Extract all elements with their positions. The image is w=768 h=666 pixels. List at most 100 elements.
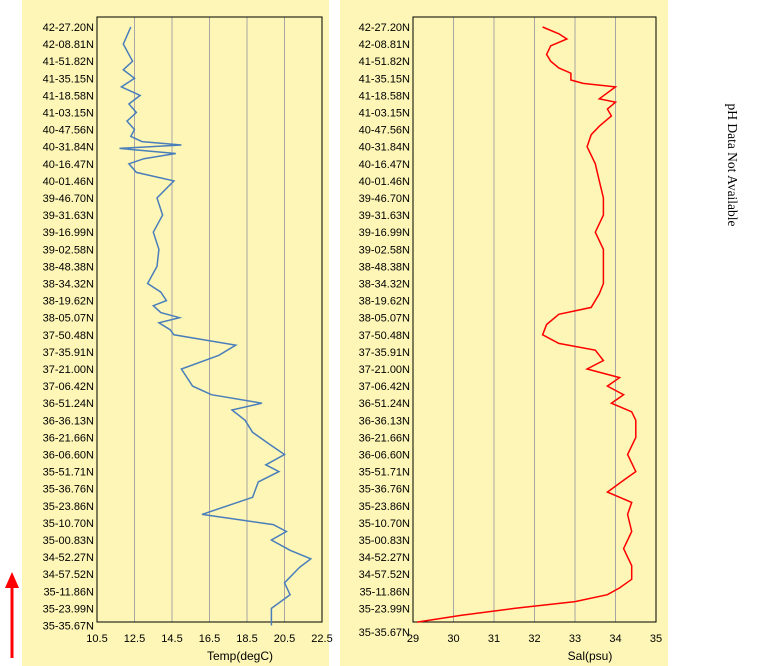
temp-y-tick-label: 38-48.38N: [43, 261, 94, 273]
temp-y-tick-label: 35-11.86N: [43, 586, 94, 598]
sal-y-tick-label: 35-51.71N: [359, 467, 410, 479]
sal-x-tick-label: 35: [650, 633, 662, 645]
sal-x-tick-label: 31: [488, 633, 500, 645]
sal-y-tick-label: 37-35.91N: [359, 347, 410, 359]
temp-y-tick-label: 42-27.20N: [43, 22, 94, 34]
temp-y-tick-label: 37-06.42N: [43, 381, 94, 393]
temp-y-tick-label: 39-46.70N: [43, 193, 94, 205]
sal-y-tick-label: 36-36.13N: [359, 415, 410, 427]
temp-y-tick-label: 35-23.86N: [43, 501, 94, 513]
sal-y-tick-label: 39-02.58N: [359, 244, 410, 256]
direction-arrow-icon: [5, 572, 19, 658]
temp-y-tick-label: 41-18.58N: [43, 90, 94, 102]
temp-y-tick-label: 38-19.62N: [43, 296, 94, 308]
sal-y-tick-label: 39-46.70N: [359, 193, 410, 205]
temp-y-tick-label: 36-36.13N: [43, 415, 94, 427]
sal-x-tick-label: 33: [569, 633, 581, 645]
sal-y-tick-label: 42-08.81N: [359, 39, 410, 51]
sal-y-tick-label: 38-19.62N: [359, 296, 410, 308]
salinity-y-tick-labels: 42-27.20N 42-08.81N 41-51.82N 41-35.15N 41-1…: [359, 22, 410, 639]
sal-y-tick-label: 39-31.63N: [359, 210, 410, 222]
sal-y-tick-label: 36-21.66N: [359, 432, 410, 444]
temp-x-tick-label: 18.5: [236, 633, 257, 645]
temp-y-tick-label: 36-21.66N: [43, 432, 94, 444]
sal-y-tick-label: 38-48.38N: [359, 261, 410, 273]
temp-y-tick-label: 36-06.60N: [43, 450, 94, 462]
temp-series-line: [119, 26, 313, 626]
sal-y-tick-label: 37-21.00N: [359, 364, 410, 376]
temp-y-tick-label: 35-00.83N: [43, 535, 94, 547]
salinity-x-tick-labels: 29 30 31 32 33 34 35: [407, 633, 662, 645]
temp-y-tick-label: 35-10.70N: [43, 518, 94, 530]
temp-x-tick-label: 20.5: [274, 633, 295, 645]
sal-y-tick-label: 34-57.52N: [359, 569, 410, 581]
temp-y-tick-label: 36-51.24N: [43, 398, 94, 410]
temp-y-tick-label: 39-16.99N: [43, 227, 94, 239]
sal-y-tick-label: 41-18.58N: [359, 90, 410, 102]
temp-y-tick-label: 37-35.91N: [43, 347, 94, 359]
sal-y-tick-label: 40-47.56N: [359, 125, 410, 137]
salinity-series-line: [416, 26, 637, 623]
temp-y-tick-label: 37-21.00N: [43, 364, 94, 376]
temp-y-tick-label: 42-08.81N: [43, 39, 94, 51]
temp-y-tick-label: 34-52.27N: [43, 552, 94, 564]
sal-y-tick-label: 38-34.32N: [359, 279, 410, 291]
temp-x-tick-labels: 10.5 12.5 14.5 16.5 18.5 20.5 22.5: [86, 633, 332, 645]
sal-y-tick-label: 36-51.24N: [359, 398, 410, 410]
ph-not-available-note: pH Data Not Available: [725, 103, 740, 226]
temp-y-tick-label: 39-31.63N: [43, 210, 94, 222]
salinity-gridlines: [453, 17, 616, 622]
sal-y-tick-label: 40-01.46N: [359, 176, 410, 188]
temp-panel-background: [22, 0, 329, 666]
sal-y-tick-label: 41-35.15N: [359, 73, 410, 85]
sal-y-tick-label: 38-05.07N: [359, 313, 410, 325]
temp-plot-area: [96, 16, 323, 623]
temp-y-tick-label: 40-47.56N: [43, 125, 94, 137]
sal-y-tick-label: 35-36.76N: [359, 484, 410, 496]
sal-y-tick-label: 35-23.86N: [359, 501, 410, 513]
salinity-panel-background: [340, 0, 668, 666]
temp-x-tick-label: 10.5: [86, 633, 107, 645]
temp-y-tick-label: 39-02.58N: [43, 244, 94, 256]
temp-y-tick-label: 35-36.76N: [43, 484, 94, 496]
sal-y-tick-label: 42-27.20N: [359, 22, 410, 34]
sal-y-tick-label: 35-10.70N: [359, 518, 410, 530]
temp-x-axis-title: Temp(degC): [207, 649, 273, 663]
temp-y-tick-label: 34-57.52N: [43, 569, 94, 581]
temp-y-tick-label: 38-05.07N: [43, 313, 94, 325]
sal-x-tick-label: 34: [609, 633, 621, 645]
salinity-plot-area: [412, 16, 657, 623]
sal-x-tick-label: 32: [528, 633, 540, 645]
sal-y-tick-label: 35-00.83N: [359, 535, 410, 547]
sal-y-tick-label: 37-06.42N: [359, 381, 410, 393]
temp-y-tick-labels: 42-27.20N 42-08.81N 41-51.82N 41-35.15N 41-1…: [43, 22, 94, 633]
temp-y-tick-label: 41-51.82N: [43, 56, 94, 68]
sal-y-tick-label: 35-35.67N: [359, 627, 410, 639]
temp-y-tick-label: 41-03.15N: [43, 108, 94, 120]
sal-y-tick-label: 34-52.27N: [359, 552, 410, 564]
temp-x-tick-label: 14.5: [161, 633, 182, 645]
sal-y-tick-label: 39-16.99N: [359, 227, 410, 239]
sal-x-tick-label: 30: [447, 633, 459, 645]
temp-y-tick-label: 40-31.84N: [43, 142, 94, 154]
temp-y-tick-label: 38-34.32N: [43, 279, 94, 291]
temp-y-tick-label: 37-50.48N: [43, 330, 94, 342]
temp-y-tick-label: 40-16.47N: [43, 159, 94, 171]
sal-y-tick-label: 37-50.48N: [359, 330, 410, 342]
sal-y-tick-label: 41-51.82N: [359, 56, 410, 68]
temp-x-tick-label: 12.5: [124, 633, 145, 645]
temp-y-tick-label: 40-01.46N: [43, 176, 94, 188]
sal-y-tick-label: 40-16.47N: [359, 159, 410, 171]
temp-y-tick-label: 35-35.67N: [43, 621, 94, 633]
sal-y-tick-label: 40-31.84N: [359, 142, 410, 154]
temp-y-tick-label: 41-35.15N: [43, 73, 94, 85]
temp-y-tick-label: 35-23.99N: [43, 603, 94, 615]
sal-y-tick-label: 35-23.99N: [359, 603, 410, 615]
sal-y-tick-label: 41-03.15N: [359, 108, 410, 120]
sal-x-tick-label: 29: [407, 633, 419, 645]
temp-y-tick-label: 35-51.71N: [43, 467, 94, 479]
temp-x-tick-label: 16.5: [199, 633, 220, 645]
sal-y-tick-label: 36-06.60N: [359, 450, 410, 462]
temp-x-tick-label: 22.5: [311, 633, 332, 645]
